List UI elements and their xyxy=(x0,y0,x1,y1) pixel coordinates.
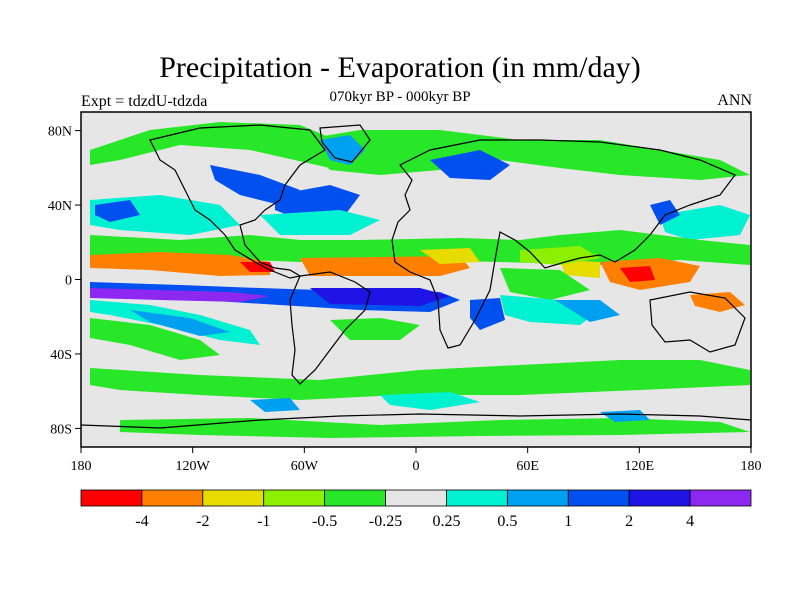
lat-tick-label: 80N xyxy=(48,125,72,140)
colorbar-label: 0.5 xyxy=(497,513,517,530)
colorbar-swatch xyxy=(141,489,204,507)
map-title: Precipitation - Evaporation (in mm/day) xyxy=(159,51,641,84)
colorbar-swatch xyxy=(567,489,630,507)
field-blue-japan xyxy=(650,200,680,225)
colorbar-label: -0.25 xyxy=(369,513,402,530)
colorbar-label: 1 xyxy=(564,513,572,530)
field-blue-siberia xyxy=(430,150,510,180)
field-blue-indian-south xyxy=(555,300,620,322)
experiment-label: Expt = tdzdU-tdzda xyxy=(81,93,208,110)
lat-tick-label: 80S xyxy=(50,422,72,437)
field-cyan-indian-south xyxy=(500,295,600,325)
field-green-arctic xyxy=(90,122,360,168)
colorbar-swatch xyxy=(324,489,386,507)
lat-tick-label: 0 xyxy=(65,274,72,289)
field-green-south-atlantic xyxy=(330,318,420,340)
lon-tick-label: 0 xyxy=(413,459,420,474)
coastline-australia xyxy=(649,291,746,353)
field-blue-ross-sea xyxy=(600,410,650,422)
coastline-north-america xyxy=(149,124,326,279)
field-green-south-pacific xyxy=(90,318,220,360)
field-cyan-southern-ocean xyxy=(380,392,480,410)
colorbar-label: 2 xyxy=(625,513,633,530)
colorbar-label: -2 xyxy=(196,513,209,530)
lon-tick-label: 180 xyxy=(71,459,92,474)
field-yellow-indian-ocean xyxy=(560,260,600,278)
field-green-arabian-sea xyxy=(500,268,590,300)
coastline-eurasia-africa xyxy=(391,139,736,349)
colorbar-swatch xyxy=(385,489,447,507)
colorbar-label: -4 xyxy=(135,513,148,530)
field-violet-atlantic xyxy=(310,288,450,306)
lon-tick-label: 60W xyxy=(291,459,319,474)
lat-tick-label: 40N xyxy=(48,199,72,214)
anomaly-field xyxy=(90,122,750,438)
field-blue-n-pacific xyxy=(95,200,140,222)
field-green-n-atlantic xyxy=(300,130,750,180)
lon-tick-label: 60E xyxy=(516,459,539,474)
colorbar-swatch xyxy=(202,489,265,507)
field-green-north-indian xyxy=(520,246,600,265)
lon-tick-label: 120E xyxy=(625,459,655,474)
colorbar: -4 -2 -1 -0.5 -0.25 0.25 0.5 1 2 4 xyxy=(80,489,752,530)
period-label: 070kyr BP - 000kyr BP xyxy=(329,89,471,105)
field-cyan-n-atlantic xyxy=(260,210,380,235)
longitude-axis: 180 120W 60W 0 60E 120E 180 xyxy=(71,447,762,474)
colorbar-swatch xyxy=(506,489,569,507)
colorbar-swatch xyxy=(689,489,752,507)
colorbar-label: -1 xyxy=(257,513,270,530)
coastlines xyxy=(80,124,752,429)
field-orange-itcz-pacific xyxy=(90,252,270,276)
colorbar-swatch xyxy=(80,489,143,507)
field-green-antarctic-coast xyxy=(120,418,750,438)
season-label: ANN xyxy=(717,92,752,109)
field-violet-south-equatorial xyxy=(90,288,270,302)
coastline-greenland xyxy=(319,124,371,163)
colorbar-swatch xyxy=(263,489,326,507)
lon-tick-label: 120W xyxy=(176,459,211,474)
coastline-antarctica xyxy=(80,413,752,429)
colorbar-swatch xyxy=(446,489,508,507)
field-green-southern-ocean xyxy=(90,360,750,400)
field-orange-itcz-atlantic xyxy=(300,256,470,276)
field-red-maritime xyxy=(620,266,655,282)
field-blue-south-africa xyxy=(470,298,505,330)
field-yellow-africa xyxy=(420,248,480,264)
colorbar-label: 4 xyxy=(686,513,694,530)
colorbar-label: -0.5 xyxy=(312,513,337,530)
field-blue-greenland xyxy=(320,135,365,165)
field-blue-southern-ocean xyxy=(250,398,300,412)
lon-tick-label: 180 xyxy=(741,459,762,474)
map-panel: 80N 40N 0 40S 80S 180 120W 60W 0 60E 120E 180 xyxy=(48,111,762,474)
field-cyan-west-pacific xyxy=(660,205,750,240)
field-blue-south-tropics xyxy=(130,310,230,336)
coastline-south-america xyxy=(289,271,371,385)
latitude-axis: 80N 40N 0 40S 80S xyxy=(48,125,81,437)
colorbar-label: 0.25 xyxy=(432,513,460,530)
colorbar-swatch xyxy=(628,489,691,507)
field-orange-coral-sea xyxy=(690,292,745,312)
lat-tick-label: 40S xyxy=(50,348,72,363)
